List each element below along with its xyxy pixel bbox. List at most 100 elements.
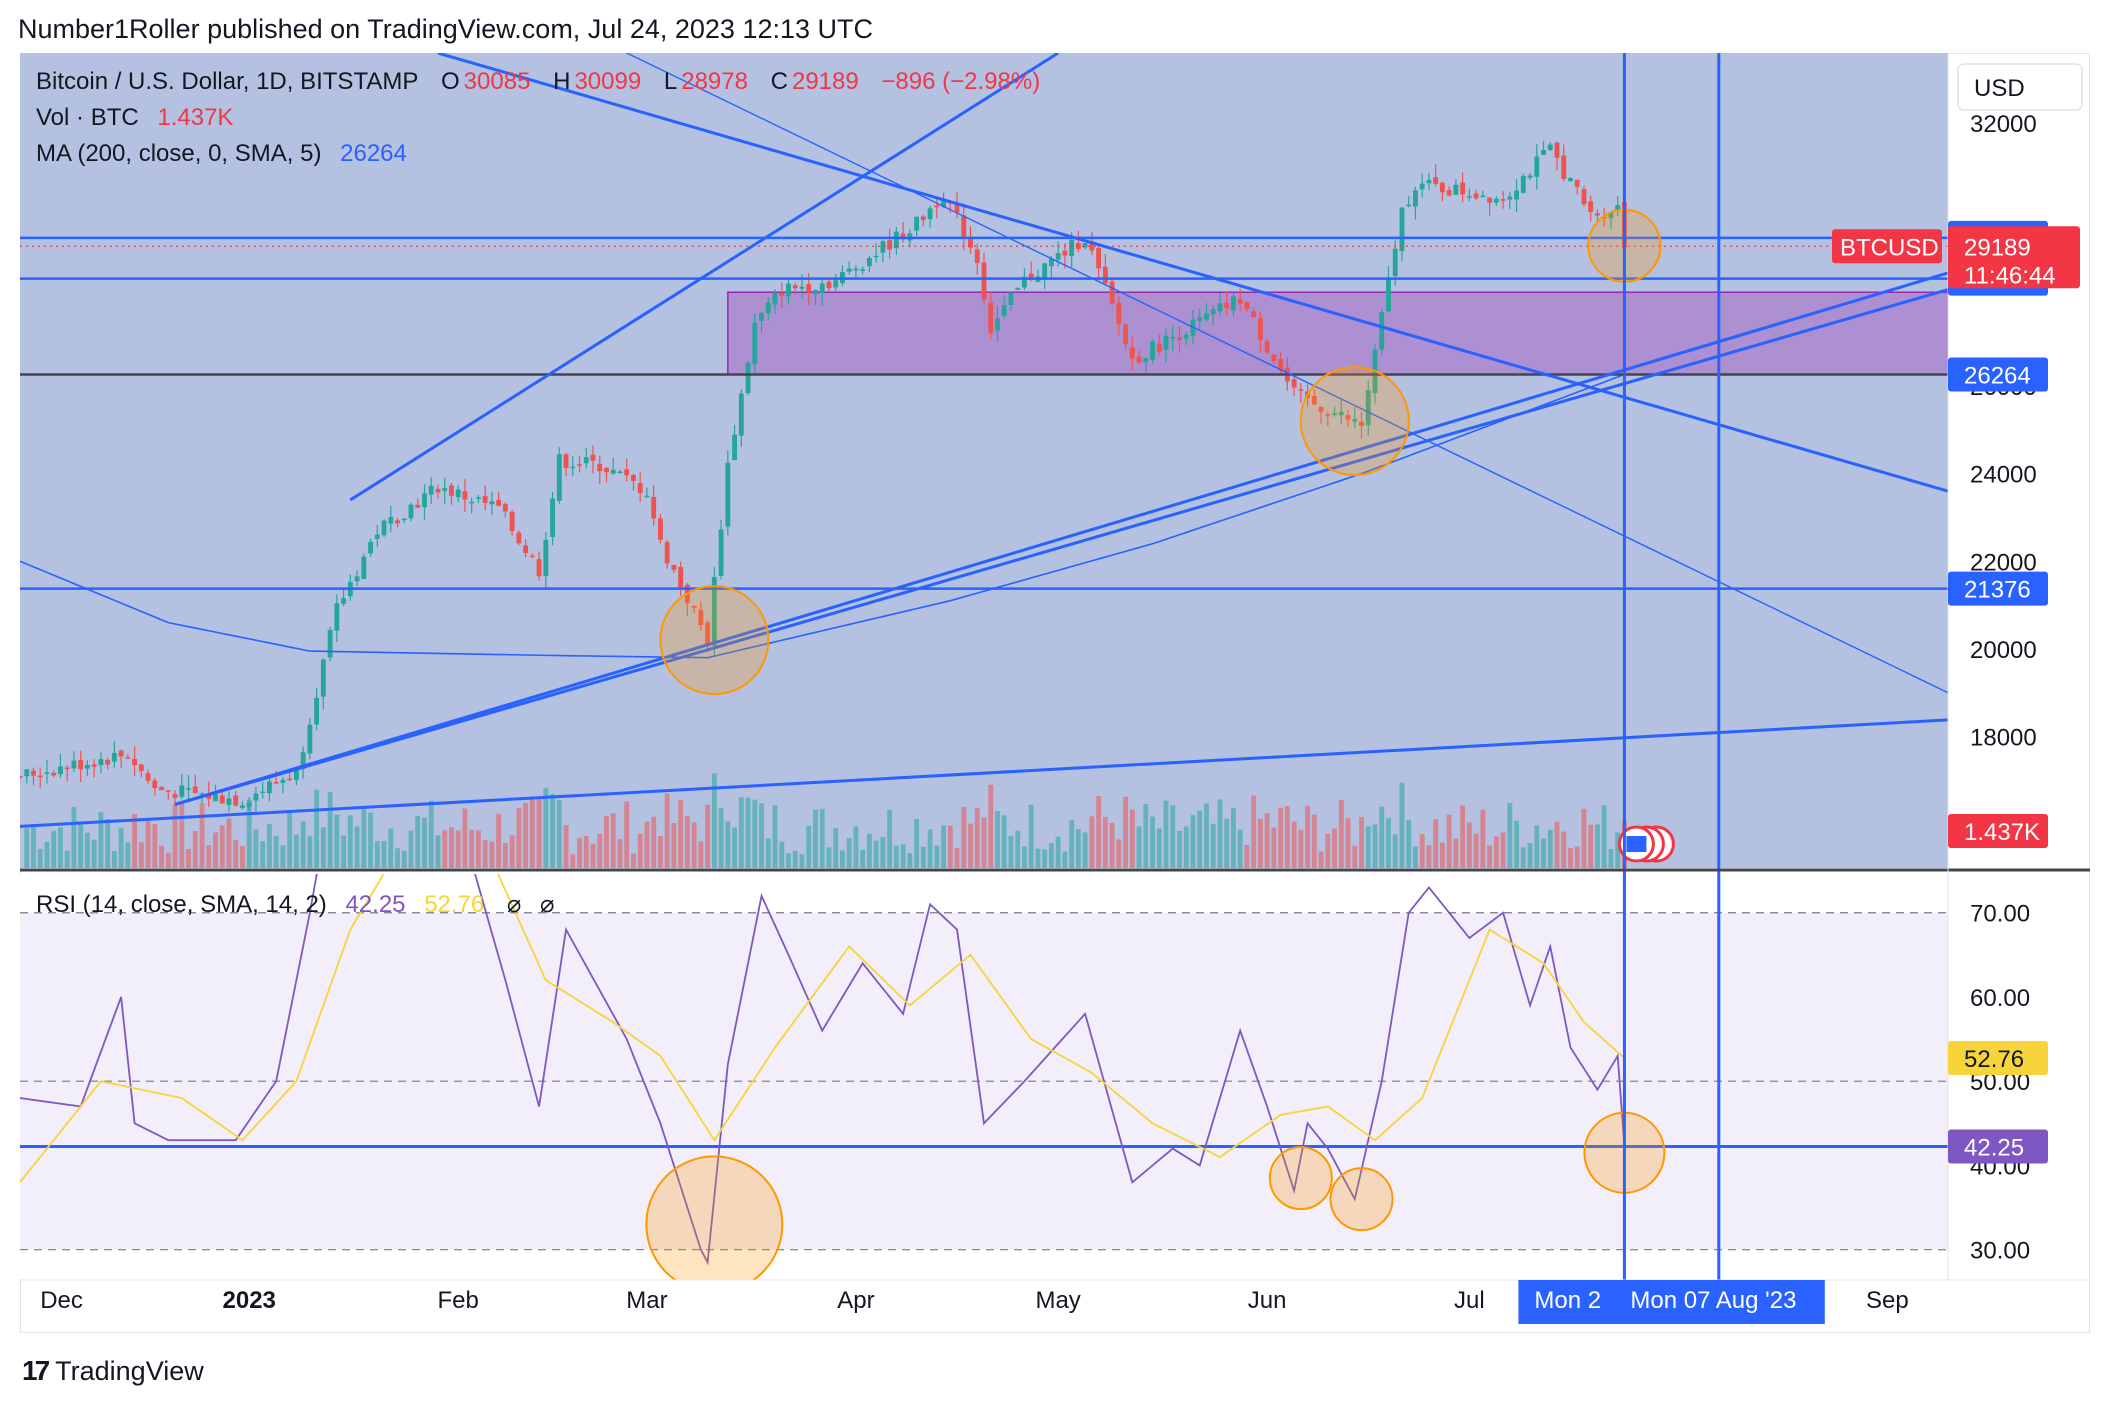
volume-bar xyxy=(1439,842,1445,868)
trendline[interactable] xyxy=(626,53,1948,694)
highlight-circle[interactable] xyxy=(1299,366,1410,477)
price-axis-badge-background[interactable] xyxy=(1948,814,2048,848)
currency-button-label[interactable]: USD xyxy=(1974,75,2025,102)
volume-bar xyxy=(347,815,353,868)
candle xyxy=(1386,278,1391,312)
rsi-highlight-circle[interactable] xyxy=(1268,1146,1333,1211)
volume-label[interactable]: Vol · BTC xyxy=(36,104,139,131)
candle xyxy=(314,697,320,725)
ma-label[interactable]: MA (200, close, 0, SMA, 5) xyxy=(36,140,322,167)
volume-bar xyxy=(759,803,764,868)
price-axis-badge[interactable]: 21376 xyxy=(1964,577,2031,604)
candle xyxy=(1480,195,1486,198)
volume-bar xyxy=(961,806,967,868)
volume-bar xyxy=(725,821,731,868)
candle xyxy=(738,393,744,436)
time-cursor-badge[interactable] xyxy=(1518,1280,1825,1324)
candle xyxy=(995,318,1000,331)
last-price-badge-price[interactable]: 29189 xyxy=(1964,234,2031,261)
candle xyxy=(84,764,90,769)
candle xyxy=(1392,248,1398,277)
candle xyxy=(1473,193,1479,199)
candle xyxy=(1453,184,1459,195)
volume-bar xyxy=(219,825,225,868)
trendline[interactable] xyxy=(174,288,1948,806)
candle xyxy=(469,501,475,504)
time-cursor-label-2[interactable]: Mon 07 Aug '23 xyxy=(1630,1287,1796,1314)
candle xyxy=(799,286,805,289)
price-axis-badge[interactable]: 1.437K xyxy=(1964,819,2040,846)
symbol-label-background[interactable] xyxy=(1832,229,1942,264)
time-axis-tick: Jun xyxy=(1248,1287,1287,1314)
candle xyxy=(1102,266,1108,284)
volume-bar xyxy=(664,793,670,868)
candle xyxy=(1257,318,1263,340)
candle xyxy=(422,493,427,508)
last-price-badge-background[interactable] xyxy=(1948,226,2080,289)
rsi-highlight-circle[interactable] xyxy=(645,1155,784,1292)
volume-bar xyxy=(78,822,84,868)
trendline[interactable] xyxy=(174,271,1948,806)
candle xyxy=(455,489,461,498)
volume-bar xyxy=(1028,804,1034,868)
price-zone[interactable] xyxy=(727,291,1948,376)
volume-bar xyxy=(253,829,259,868)
candle xyxy=(1608,212,1614,219)
rsi-label[interactable]: RSI (14, close, SMA, 14, 2) xyxy=(36,891,327,918)
volume-bar xyxy=(711,773,717,868)
volume-bar xyxy=(159,845,164,868)
trendline[interactable] xyxy=(349,53,1059,502)
rsi-axis-badge-background[interactable] xyxy=(1948,1129,2048,1164)
time-cursor-label-1[interactable]: Mon 2 xyxy=(1534,1287,1601,1314)
volume-bar xyxy=(853,826,859,868)
price-axis-badge-background[interactable] xyxy=(1948,357,2048,392)
candle xyxy=(1359,421,1364,426)
trendline[interactable] xyxy=(437,53,1948,493)
volume-bar xyxy=(1352,845,1358,868)
volume-bar xyxy=(186,848,191,868)
last-price-badge-countdown[interactable]: 11:46:44 xyxy=(1964,262,2056,289)
candle xyxy=(260,791,266,794)
candle xyxy=(1311,396,1317,405)
volume-bar xyxy=(887,809,893,868)
candle xyxy=(31,770,36,776)
candle xyxy=(1062,250,1068,256)
candle xyxy=(772,293,778,305)
currency-button[interactable] xyxy=(1957,63,2083,111)
volume-bar xyxy=(873,840,879,868)
volume-bar xyxy=(1466,822,1472,868)
candle xyxy=(442,487,448,491)
volume-bar xyxy=(1271,827,1277,868)
time-axis-tick: Jul xyxy=(1454,1287,1485,1314)
candle xyxy=(1089,241,1095,251)
volume-bar xyxy=(1311,814,1317,868)
volume-bar xyxy=(435,835,441,868)
candle xyxy=(1332,413,1337,416)
price-axis-badge[interactable]: 26264 xyxy=(1964,362,2031,389)
symbol-label[interactable]: BTCUSD xyxy=(1840,234,1939,261)
trendline[interactable] xyxy=(20,718,1948,828)
rsi-axis-badge[interactable]: 42.25 xyxy=(1964,1134,2024,1161)
candle xyxy=(1325,414,1331,417)
price-axis-tick: 20000 xyxy=(1970,637,2037,664)
rsi-axis-badge-background[interactable] xyxy=(1948,1040,2048,1075)
volume-bar xyxy=(1055,836,1061,868)
volume-bar xyxy=(732,827,738,868)
volume-bar xyxy=(1035,848,1041,868)
rsi-pane[interactable] xyxy=(20,761,1948,1292)
volume-bar xyxy=(1332,828,1337,868)
rsi-highlight-circle[interactable] xyxy=(1329,1167,1394,1232)
rsi-axis-badge[interactable]: 52.76 xyxy=(1964,1046,2024,1073)
symbol-title[interactable]: Bitcoin / U.S. Dollar, 1D, BITSTAMP xyxy=(36,68,419,95)
volume-bar xyxy=(111,851,117,868)
highlight-circle[interactable] xyxy=(659,585,770,696)
candle xyxy=(1514,190,1519,200)
volume-bar xyxy=(1608,849,1614,868)
volume-bar xyxy=(91,839,97,868)
price-pane[interactable] xyxy=(18,53,1948,868)
tradingview-logo[interactable]: 17 TradingView xyxy=(22,1355,204,1387)
candle xyxy=(846,268,852,272)
volume-bar xyxy=(1379,806,1385,868)
price-axis-badge-background[interactable] xyxy=(1948,571,2048,606)
